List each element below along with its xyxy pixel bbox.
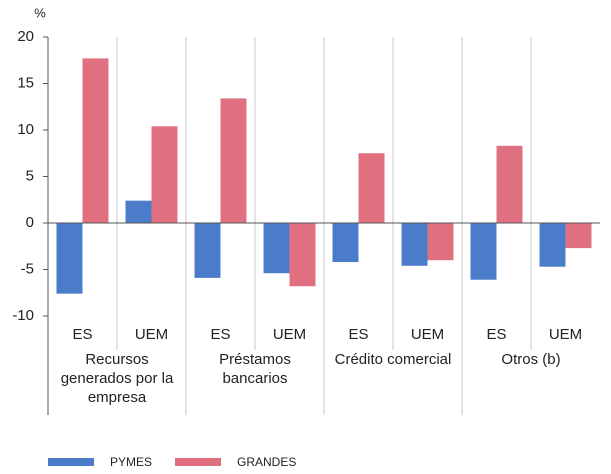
legend-swatch [48, 458, 94, 466]
bar [496, 145, 523, 223]
bar [263, 223, 290, 274]
legend-label: PYMES [110, 455, 152, 469]
bar [220, 98, 247, 223]
x-tick-label: ES [486, 326, 506, 343]
y-unit: % [34, 5, 46, 20]
x-tick-label: UEM [411, 326, 444, 343]
bar [332, 223, 359, 263]
bar [401, 223, 428, 266]
bar [125, 200, 152, 223]
x-tick-label: UEM [273, 326, 306, 343]
bar [151, 126, 178, 223]
group-label: Otros (b) [501, 351, 561, 368]
bar [539, 223, 566, 267]
group-label: Recursos generados por la empresa [60, 351, 174, 406]
y-tick-label: 0 [26, 214, 34, 231]
legend-swatch [175, 458, 221, 466]
group-label: Crédito comercial [334, 351, 452, 368]
y-tick-label: -10 [12, 307, 34, 324]
x-tick-label: ES [348, 326, 368, 343]
bar [565, 223, 592, 249]
x-tick-label: UEM [549, 326, 582, 343]
x-tick-label: UEM [135, 326, 168, 343]
bar [427, 223, 454, 261]
y-tick-label: -5 [21, 260, 34, 277]
bar [470, 223, 497, 280]
legend-label: GRANDES [237, 455, 296, 469]
bar [56, 223, 83, 294]
bar [289, 223, 316, 287]
bar [194, 223, 221, 278]
y-tick-label: 15 [17, 74, 34, 91]
y-tick-label: 20 [17, 28, 34, 45]
bar [358, 153, 385, 223]
x-tick-label: ES [72, 326, 92, 343]
y-tick-label: 5 [26, 167, 34, 184]
bar [82, 58, 109, 223]
x-tick-label: ES [210, 326, 230, 343]
group-label: Préstamos bancarios [219, 351, 291, 387]
y-tick-label: 10 [17, 121, 34, 138]
